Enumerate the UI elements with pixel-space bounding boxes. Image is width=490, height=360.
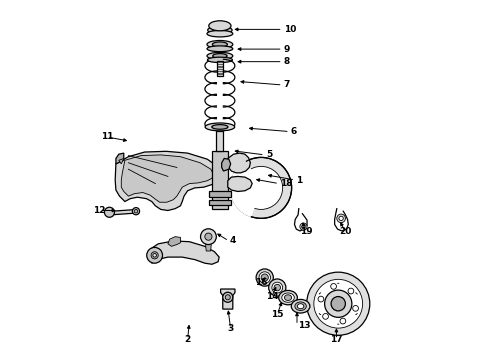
Ellipse shape [207,31,233,37]
Ellipse shape [279,291,297,305]
Circle shape [205,233,212,240]
Text: 12: 12 [94,206,106,215]
Circle shape [302,225,305,228]
Polygon shape [150,241,219,264]
Polygon shape [115,151,220,211]
Circle shape [353,306,358,311]
Text: 8: 8 [284,57,290,66]
Polygon shape [228,153,250,173]
Text: 7: 7 [284,81,290,90]
Circle shape [104,207,115,217]
Ellipse shape [256,269,273,286]
Text: 14: 14 [266,292,278,301]
Ellipse shape [207,46,233,51]
Ellipse shape [285,295,292,301]
Text: 2: 2 [185,335,191,344]
Polygon shape [116,153,124,164]
Circle shape [147,247,163,263]
Circle shape [153,253,156,257]
Polygon shape [107,210,137,215]
Ellipse shape [291,300,310,313]
Ellipse shape [213,28,227,32]
Circle shape [200,229,216,244]
Text: 4: 4 [230,237,236,246]
Circle shape [331,284,337,289]
Text: 3: 3 [227,324,234,333]
Ellipse shape [295,302,306,311]
Text: 19: 19 [300,228,312,237]
Text: 16: 16 [255,278,268,287]
Ellipse shape [205,123,235,131]
Polygon shape [122,155,214,202]
Wedge shape [231,162,261,216]
Text: 11: 11 [100,132,113,141]
Circle shape [151,252,158,259]
Circle shape [225,295,230,300]
Circle shape [339,216,343,221]
Polygon shape [220,289,235,309]
Text: 9: 9 [284,45,290,54]
Ellipse shape [212,42,227,47]
Polygon shape [205,244,211,251]
Circle shape [340,318,346,324]
Polygon shape [119,158,124,164]
Circle shape [307,272,370,335]
Text: 18: 18 [280,179,293,188]
Ellipse shape [261,274,269,281]
Text: 1: 1 [296,176,302,185]
Circle shape [223,292,233,302]
Text: 10: 10 [284,25,296,34]
Polygon shape [228,176,252,192]
Ellipse shape [207,57,232,63]
Circle shape [134,210,138,213]
Ellipse shape [213,54,227,58]
Circle shape [318,296,324,302]
Polygon shape [209,192,231,197]
Ellipse shape [282,293,294,302]
Circle shape [323,314,328,319]
Circle shape [300,223,307,230]
Ellipse shape [274,284,280,291]
Circle shape [337,214,345,223]
Text: 20: 20 [339,228,352,237]
Text: 13: 13 [298,321,311,330]
Ellipse shape [269,279,286,296]
Polygon shape [168,237,180,246]
Ellipse shape [259,272,270,283]
Circle shape [324,290,352,318]
Text: 17: 17 [330,335,343,344]
Ellipse shape [207,41,233,48]
Polygon shape [217,60,223,76]
Text: 6: 6 [291,127,297,136]
Ellipse shape [209,21,231,31]
Circle shape [132,208,140,215]
Circle shape [348,288,354,294]
Ellipse shape [212,125,228,129]
Polygon shape [221,158,231,171]
Circle shape [314,279,363,328]
Ellipse shape [272,282,283,293]
Polygon shape [212,151,228,209]
Circle shape [240,166,283,210]
Ellipse shape [208,26,232,34]
Polygon shape [209,200,231,205]
Circle shape [231,157,292,219]
Circle shape [331,297,345,311]
Polygon shape [216,131,223,151]
Text: 15: 15 [271,310,284,319]
Text: 5: 5 [266,150,272,159]
Ellipse shape [207,52,233,59]
Ellipse shape [297,304,304,309]
